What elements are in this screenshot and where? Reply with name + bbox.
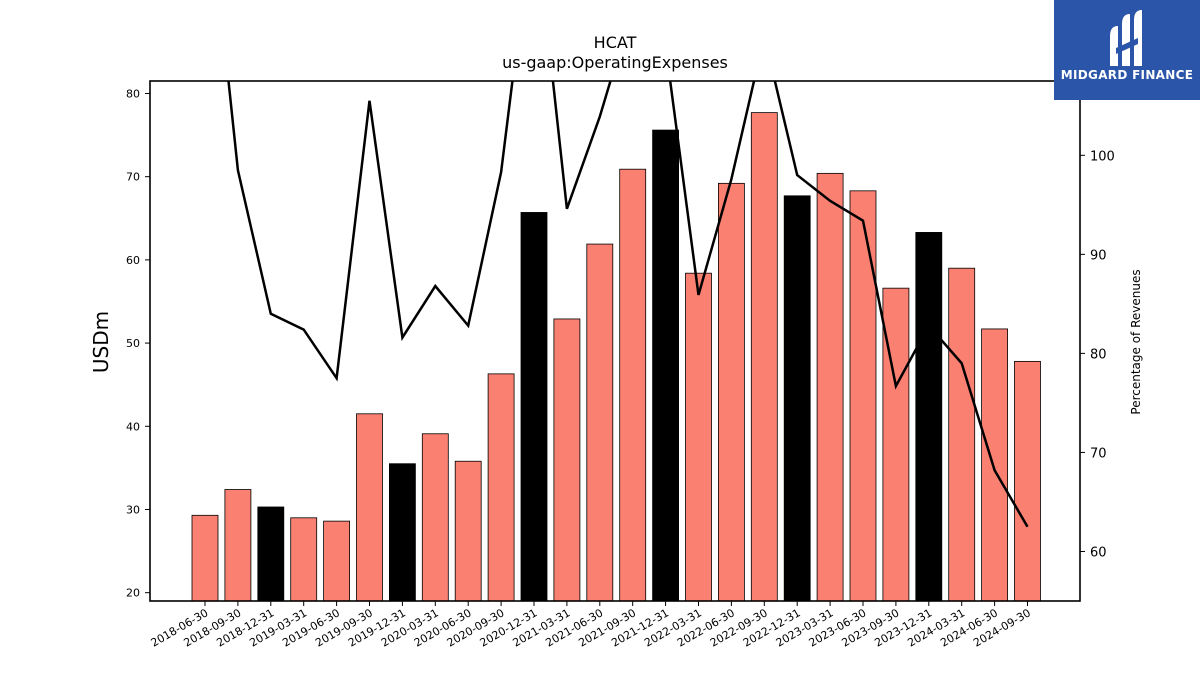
plot-frame [149, 80, 1081, 602]
y-tick-label: 70 [126, 171, 140, 184]
y-tick-label: 60 [126, 254, 140, 267]
bar-2020-12-31 [520, 212, 548, 602]
y2-tick-label: 100 [1090, 149, 1115, 164]
bar-2020-03-31 [421, 433, 449, 602]
midgard-logo-icon [1102, 8, 1152, 72]
chart-subtitle: us-gaap:OperatingExpenses [502, 53, 728, 72]
bar-2022-06-30 [718, 182, 745, 602]
bar-2018-09-30 [224, 489, 252, 602]
bar-2019-09-30 [356, 413, 383, 602]
bar-2019-12-31 [388, 463, 416, 602]
bar-2021-12-31 [652, 129, 679, 602]
y2-tick-label: 60 [1090, 545, 1107, 560]
line-layer [227, 81, 1029, 528]
bar-2021-03-31 [553, 318, 581, 602]
bar-2024-03-31 [948, 267, 976, 602]
y2-tick-label: 70 [1090, 446, 1107, 461]
bar-2022-12-31 [783, 195, 811, 602]
bars-layer [191, 112, 1041, 602]
y2-axis-label: Percentage of Revenues [1129, 269, 1143, 414]
bar-2022-03-31 [685, 272, 712, 602]
y-tick-label: 80 [126, 87, 140, 100]
bar-2018-12-31 [257, 506, 285, 602]
bar-2019-06-30 [323, 520, 351, 602]
y-tick-label: 20 [126, 587, 140, 600]
bar-2021-06-30 [586, 243, 614, 602]
y2-tick-label: 90 [1090, 248, 1107, 263]
bar-2020-06-30 [454, 460, 482, 602]
revenue-percentage-line [227, 81, 1029, 528]
bar-2020-09-30 [487, 373, 515, 602]
midgard-finance-logo: MIDGARD FINANCE [1054, 0, 1200, 100]
bar-2024-06-30 [981, 328, 1008, 602]
bar-2023-03-31 [816, 172, 844, 602]
bar-2023-06-30 [849, 190, 877, 602]
bar-2023-12-31 [915, 232, 943, 602]
y-tick-label: 30 [126, 503, 140, 516]
bar-2019-03-31 [290, 517, 318, 602]
bar-2021-09-30 [619, 168, 647, 602]
logo-text: MIDGARD FINANCE [1060, 68, 1194, 82]
bar-2018-06-30 [191, 514, 219, 602]
bar-2024-09-30 [1014, 360, 1041, 602]
chart-title: HCAT [594, 33, 637, 52]
y-tick-label: 40 [126, 420, 140, 433]
y-axis-label: USDm [89, 311, 113, 373]
y2-tick-label: 80 [1090, 347, 1107, 362]
y-tick-label: 50 [126, 337, 140, 350]
bar-2022-09-30 [750, 112, 778, 602]
